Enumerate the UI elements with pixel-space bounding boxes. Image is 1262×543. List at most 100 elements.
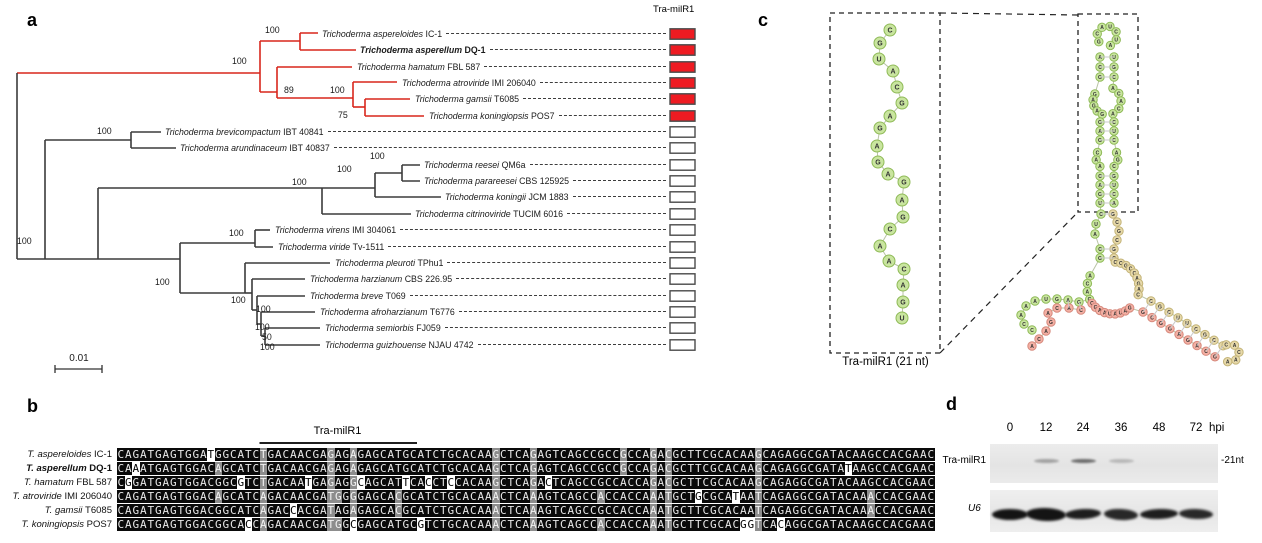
svg-text:C: C	[1224, 343, 1228, 349]
blot-lane-label: 72	[1189, 422, 1203, 434]
svg-text:U: U	[1044, 297, 1048, 303]
svg-text:C: C	[1212, 338, 1216, 344]
alignment-species-label: T. atroviride IMI 206040	[12, 490, 112, 502]
svg-text:C: C	[1022, 322, 1026, 328]
svg-text:C: C	[1113, 260, 1117, 266]
strain-code: T6085	[491, 93, 519, 104]
svg-text:C: C	[1149, 299, 1153, 305]
svg-text:C: C	[887, 227, 892, 234]
svg-text:G: G	[875, 160, 881, 167]
dashed-leader	[477, 344, 666, 345]
svg-text:G: G	[1117, 229, 1121, 235]
bootstrap-value: 100	[337, 164, 352, 174]
tree-leaf-row: Trichoderma breve T069	[310, 290, 666, 301]
blot-membrane-u6	[990, 490, 1218, 532]
bootstrap-value: 89	[284, 85, 294, 95]
blot-row1-label: Tra-milR1	[942, 455, 986, 466]
svg-text:G: G	[1094, 305, 1098, 311]
svg-text:C: C	[1150, 315, 1154, 321]
blot-row2-label: U6	[968, 503, 981, 514]
presence-box-empty	[669, 241, 696, 253]
svg-text:C: C	[1112, 75, 1116, 81]
svg-text:U: U	[1114, 38, 1118, 44]
svg-text:A: A	[1234, 358, 1238, 364]
svg-text:A: A	[1098, 129, 1102, 135]
svg-text:C: C	[1112, 138, 1116, 144]
svg-text:C: C	[1117, 91, 1121, 97]
bootstrap-value: 50	[262, 332, 272, 342]
svg-text:G: G	[1168, 327, 1172, 333]
svg-text:A: A	[1098, 183, 1102, 189]
svg-text:A: A	[1088, 274, 1092, 280]
alignment-species-label: T. hamatum FBL 587	[23, 476, 112, 488]
svg-text:U: U	[876, 57, 881, 64]
strain-code: T6776	[427, 306, 455, 317]
svg-text:G: G	[1098, 192, 1102, 198]
u6-band	[1025, 506, 1067, 522]
species-name: Trichoderma brevicompactum	[165, 126, 281, 137]
presence-box-filled	[669, 44, 696, 56]
presence-box-empty	[669, 273, 696, 285]
species-name: Trichoderma afroharzianum	[320, 306, 428, 317]
svg-text:A: A	[1098, 164, 1102, 170]
species-name: Trichoderma asperellum	[360, 44, 463, 55]
alignment-species-label: T. gamsii T6085	[44, 504, 112, 516]
svg-text:A: A	[1111, 111, 1115, 117]
bootstrap-value: 100	[229, 228, 244, 238]
svg-text:U: U	[1185, 321, 1189, 327]
strain-code: TUCIM 6016	[510, 208, 563, 219]
species-name: Trichoderma harzianum	[310, 273, 403, 284]
svg-text:A: A	[1100, 25, 1104, 31]
svg-text:U: U	[1119, 311, 1123, 317]
svg-text:A: A	[1019, 313, 1023, 319]
svg-text:G: G	[1128, 306, 1132, 312]
svg-text:A: A	[1085, 289, 1089, 295]
svg-text:A: A	[1094, 158, 1098, 164]
svg-text:A: A	[885, 172, 890, 179]
presence-box-empty	[669, 306, 696, 318]
svg-text:G: G	[1055, 297, 1059, 303]
svg-text:G: G	[1213, 355, 1217, 361]
strain-code: QM6a	[499, 159, 526, 170]
strain-code: CBS 125925	[516, 175, 570, 186]
bootstrap-value: 100	[370, 151, 385, 161]
svg-text:C: C	[1098, 174, 1102, 180]
svg-text:G: G	[1141, 310, 1145, 316]
species-name: Trichoderma aspereloides	[322, 28, 424, 39]
svg-text:A: A	[899, 198, 904, 205]
strain-code: Tv-1511	[350, 241, 385, 252]
svg-text:C: C	[1115, 238, 1119, 244]
tree-leaf-row: Trichoderma arundinaceum IBT 40837	[180, 142, 666, 153]
tree-leaf-row: Trichoderma pleuroti TPhu1	[335, 257, 666, 268]
svg-text:A: A	[1226, 359, 1230, 365]
svg-text:U: U	[1098, 201, 1102, 207]
svg-text:A: A	[1123, 309, 1127, 315]
panel-a-label: a	[27, 10, 38, 30]
species-name: Trichoderma parareesei	[424, 175, 517, 186]
presence-box-empty	[669, 126, 696, 138]
svg-text:A: A	[1113, 312, 1117, 318]
svg-text:A: A	[1115, 150, 1119, 156]
svg-text:A: A	[1044, 329, 1048, 335]
bootstrap-value: 100	[265, 25, 280, 35]
species-name: Trichoderma hamatum	[357, 61, 445, 72]
svg-text:C: C	[1098, 247, 1102, 253]
blot-unit-label: hpi	[1209, 422, 1225, 434]
bootstrap-value: 100	[231, 295, 246, 305]
u6-band	[1139, 508, 1179, 520]
dashed-leader	[489, 49, 666, 50]
tramilr1-band	[1109, 459, 1134, 463]
u6-band	[1103, 507, 1139, 521]
tree-leaf-row: Trichoderma citrinoviride TUCIM 6016	[415, 208, 666, 219]
svg-text:U: U	[1112, 129, 1116, 135]
svg-text:G: G	[1097, 40, 1101, 46]
svg-text:G: G	[1159, 321, 1163, 327]
bootstrap-value: 75	[338, 110, 348, 120]
dashed-leader	[566, 213, 666, 214]
species-name: Trichoderma guizhouense	[325, 339, 427, 350]
tree-leaf-row: Trichoderma atroviride IMI 206040	[402, 77, 666, 88]
strain-code: T069	[383, 290, 406, 301]
presence-box-empty	[669, 159, 696, 171]
